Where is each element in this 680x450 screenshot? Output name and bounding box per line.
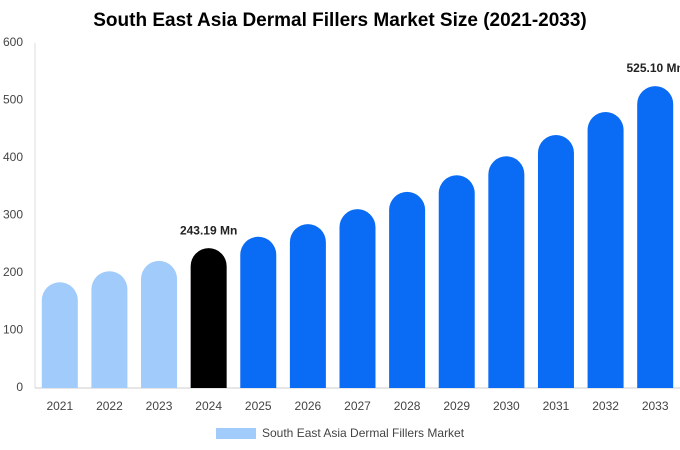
y-tick-label: 300	[3, 208, 23, 222]
bar	[41, 282, 78, 388]
legend-swatch	[216, 428, 256, 439]
bar	[389, 191, 426, 388]
bar	[637, 86, 674, 388]
bar	[488, 156, 525, 388]
x-tick-label: 2021	[46, 399, 73, 413]
bar	[537, 135, 574, 388]
value-label: 525.10 Mn	[627, 61, 680, 75]
x-tick-label: 2022	[96, 399, 123, 413]
value-label: 243.19 Mn	[180, 223, 237, 237]
bar	[190, 248, 227, 388]
bar	[240, 236, 277, 388]
legend-label: South East Asia Dermal Fillers Market	[262, 426, 465, 440]
bar	[587, 112, 624, 388]
chart-title: South East Asia Dermal Fillers Market Si…	[93, 10, 587, 31]
x-tick-label: 2023	[146, 399, 173, 413]
x-tick-label: 2024	[195, 399, 222, 413]
y-tick-label: 500	[3, 93, 23, 107]
bar	[141, 260, 178, 388]
y-tick-label: 600	[3, 35, 23, 49]
x-tick-label: 2032	[592, 399, 619, 413]
x-tick-label: 2025	[245, 399, 272, 413]
bar	[289, 224, 326, 388]
y-tick-label: 100	[3, 323, 23, 337]
x-tick-label: 2029	[443, 399, 470, 413]
x-tick-label: 2026	[295, 399, 322, 413]
x-tick-label: 2030	[493, 399, 520, 413]
x-tick-label: 2027	[344, 399, 371, 413]
x-tick-label: 2031	[543, 399, 570, 413]
x-tick-label: 2033	[642, 399, 669, 413]
x-tick-label: 2028	[394, 399, 421, 413]
y-tick-label: 0	[16, 380, 23, 394]
y-tick-label: 400	[3, 150, 23, 164]
y-tick-label: 200	[3, 265, 23, 279]
bar	[438, 175, 475, 388]
bar	[91, 271, 128, 388]
bar	[339, 209, 376, 388]
